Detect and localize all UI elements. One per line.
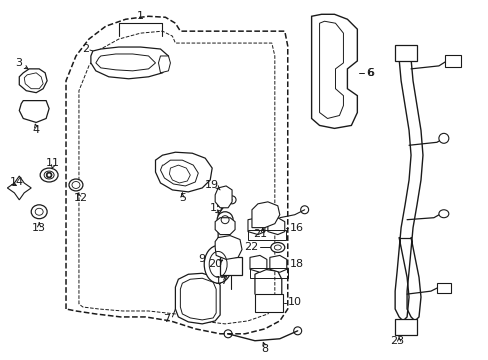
Text: 22: 22	[243, 243, 257, 252]
Polygon shape	[215, 235, 242, 260]
Text: 11: 11	[46, 158, 60, 168]
Bar	[247, 230, 285, 239]
Bar	[254, 294, 282, 312]
Ellipse shape	[438, 210, 448, 218]
Ellipse shape	[40, 168, 58, 182]
Polygon shape	[249, 255, 266, 272]
Polygon shape	[267, 218, 284, 235]
Polygon shape	[91, 47, 168, 79]
Text: 7: 7	[163, 314, 170, 324]
Circle shape	[217, 212, 233, 228]
Polygon shape	[19, 100, 49, 122]
Ellipse shape	[204, 246, 232, 283]
Circle shape	[438, 133, 448, 143]
Text: 20: 20	[208, 259, 222, 269]
Polygon shape	[215, 186, 232, 208]
Ellipse shape	[31, 205, 47, 219]
Text: 14: 14	[9, 177, 23, 187]
Text: 8: 8	[261, 344, 268, 354]
Text: 5: 5	[179, 193, 185, 203]
Text: 1: 1	[137, 11, 144, 21]
Polygon shape	[251, 202, 279, 228]
Text: 17: 17	[215, 276, 229, 286]
Text: 6: 6	[366, 68, 373, 78]
Bar	[249, 268, 287, 278]
Bar	[394, 319, 416, 335]
Polygon shape	[66, 16, 287, 334]
Polygon shape	[19, 69, 47, 93]
Polygon shape	[155, 152, 212, 192]
Polygon shape	[215, 218, 235, 235]
Text: 12: 12	[74, 193, 88, 203]
Polygon shape	[269, 255, 286, 272]
Bar	[394, 45, 416, 61]
Polygon shape	[7, 176, 31, 200]
Ellipse shape	[69, 179, 83, 191]
Polygon shape	[158, 56, 170, 73]
Text: 10: 10	[287, 297, 301, 307]
Text: 16: 16	[289, 222, 303, 233]
Bar	[220, 257, 242, 275]
Text: 15: 15	[210, 203, 224, 213]
Text: 23: 23	[389, 336, 404, 346]
Text: 19: 19	[204, 180, 219, 190]
Text: 21: 21	[252, 229, 266, 239]
Text: 3: 3	[15, 58, 22, 68]
Text: 18: 18	[289, 259, 303, 269]
Ellipse shape	[270, 243, 284, 252]
Polygon shape	[311, 14, 357, 129]
Text: 2: 2	[81, 44, 89, 54]
Bar	[436, 283, 450, 293]
Bar	[444, 55, 460, 67]
Polygon shape	[247, 218, 264, 235]
Text: 4: 4	[33, 125, 40, 135]
Polygon shape	[175, 273, 220, 324]
Text: 9: 9	[198, 255, 205, 264]
Text: 13: 13	[32, 222, 46, 233]
Text: 6: 6	[366, 68, 377, 78]
